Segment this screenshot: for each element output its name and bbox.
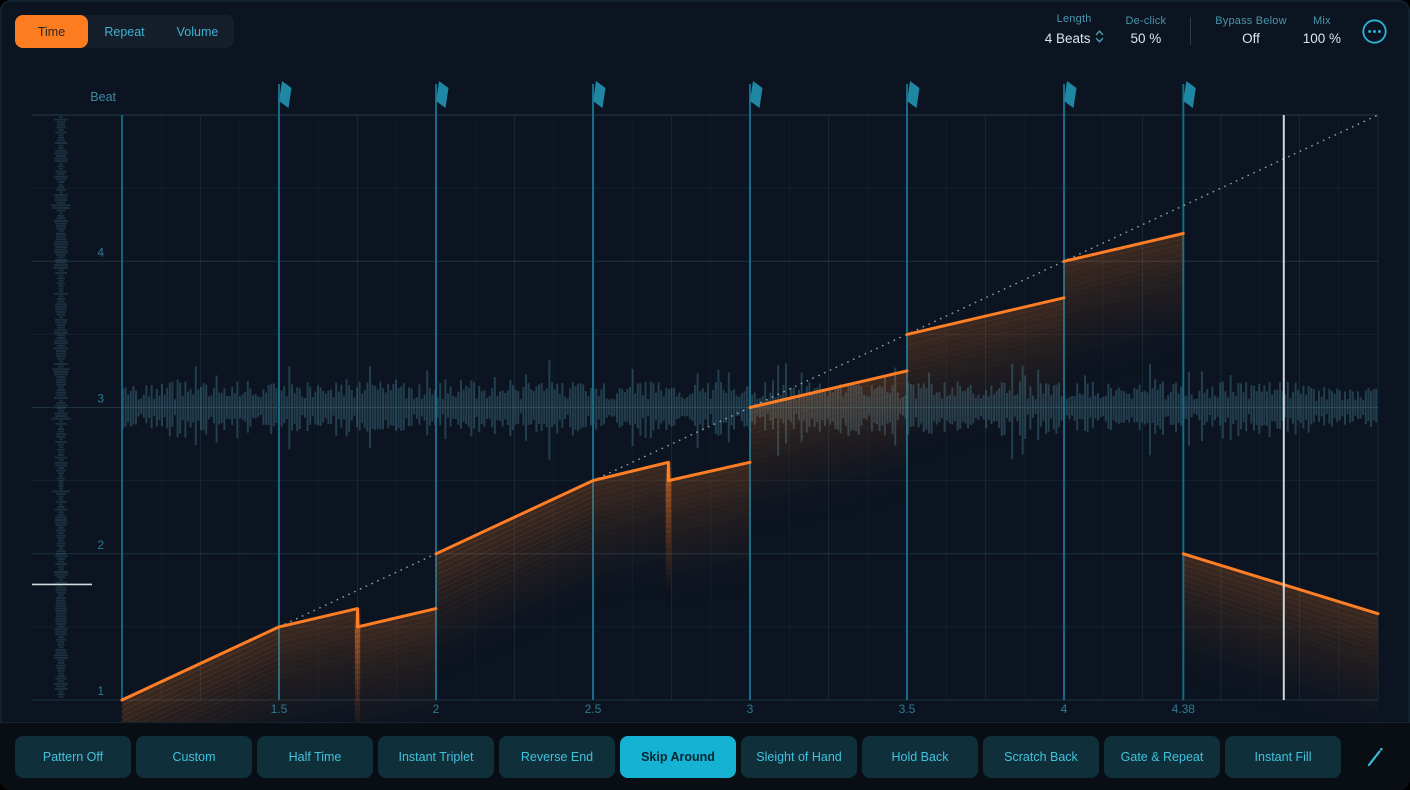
svg-text:4: 4 xyxy=(97,245,104,259)
pattern-button-pattern-off[interactable]: Pattern Off xyxy=(15,735,131,778)
declick-label: De-click xyxy=(1125,14,1167,27)
svg-text:1.5: 1.5 xyxy=(271,702,288,716)
pattern-button-scratch-back[interactable]: Scratch Back xyxy=(983,735,1099,778)
pattern-button-custom[interactable]: Custom xyxy=(136,735,252,778)
bypass-below-control: Bypass Below Off xyxy=(1215,15,1287,46)
pattern-button-hold-back[interactable]: Hold Back xyxy=(862,735,978,778)
pattern-bar: Pattern Off Custom Half Time Instant Triple… xyxy=(0,722,1410,790)
slice-flag[interactable] xyxy=(750,81,763,108)
slice-flag[interactable] xyxy=(907,81,920,108)
mix-value[interactable]: 100 % xyxy=(1302,30,1341,46)
pattern-button-gate-repeat[interactable]: Gate & Repeat xyxy=(1104,735,1220,778)
time-curve[interactable] xyxy=(120,232,1380,702)
svg-text:1: 1 xyxy=(97,684,104,698)
grid-lines xyxy=(32,114,1379,701)
time-curve-plot[interactable]: Beat 1 2 3 4 1.5 2 2.5 3 3.5 4 4.38 xyxy=(0,62,1410,722)
edit-pattern-button[interactable] xyxy=(1355,736,1395,778)
pattern-button-skip-around[interactable]: Skip Around xyxy=(620,735,736,778)
svg-text:2: 2 xyxy=(97,538,104,552)
pattern-button-sleight-of-hand[interactable]: Sleight of Hand xyxy=(741,735,857,778)
length-value[interactable]: 4 Beats xyxy=(1045,29,1104,47)
pattern-button-half-time[interactable]: Half Time xyxy=(257,735,373,778)
svg-text:Beat: Beat xyxy=(90,90,116,104)
header-divider xyxy=(1190,17,1192,45)
playhead xyxy=(32,115,1285,700)
declick-value[interactable]: 50 % xyxy=(1130,30,1162,46)
header: Time Repeat Volume Length 4 Beats De-cli… xyxy=(0,0,1410,62)
pencil-icon xyxy=(1362,747,1388,773)
bypass-below-value[interactable]: Off xyxy=(1242,30,1260,46)
slice-flag[interactable] xyxy=(436,81,449,108)
input-waveform-vertical xyxy=(51,116,71,698)
svg-text:3: 3 xyxy=(97,392,104,406)
tab-volume[interactable]: Volume xyxy=(161,15,234,48)
up-down-chevrons-icon[interactable] xyxy=(1095,29,1104,47)
mix-label: Mix xyxy=(1313,14,1331,27)
pattern-button-instant-fill[interactable]: Instant Fill xyxy=(1225,735,1341,778)
slice-flag[interactable] xyxy=(279,81,292,108)
axis-labels: Beat 1 2 3 4 1.5 2 2.5 3 3.5 4 4.38 xyxy=(90,90,1195,716)
svg-text:2: 2 xyxy=(433,702,440,716)
tab-time[interactable]: Time xyxy=(15,15,88,48)
length-label: Length xyxy=(1056,13,1092,25)
pattern-button-instant-triplet[interactable]: Instant Triplet xyxy=(378,735,494,778)
length-control: Length 4 Beats xyxy=(1045,13,1104,47)
svg-text:2.5: 2.5 xyxy=(585,702,602,716)
slice-flag[interactable] xyxy=(1183,81,1196,108)
declick-control: De-click 50 % xyxy=(1126,15,1167,46)
circle-ellipsis-icon xyxy=(1361,19,1388,48)
audio-waveform xyxy=(122,360,1378,460)
beat-marker-lines xyxy=(121,84,1185,700)
svg-text:4: 4 xyxy=(1061,702,1068,716)
slice-flag[interactable] xyxy=(593,81,606,108)
pattern-button-reverse-end[interactable]: Reverse End xyxy=(499,735,615,778)
slice-flag[interactable] xyxy=(1064,81,1077,108)
time-curve-fill xyxy=(120,233,1379,722)
bypass-below-label: Bypass Below xyxy=(1215,14,1287,27)
svg-text:4.38: 4.38 xyxy=(1172,702,1196,716)
mix-control: Mix 100 % xyxy=(1303,15,1341,46)
header-controls: Length 4 Beats De-click 50 % Bypass Belo… xyxy=(1045,13,1388,47)
view-tab-group: Time Repeat Volume xyxy=(15,15,234,48)
svg-text:3.5: 3.5 xyxy=(899,702,916,716)
more-options-button[interactable] xyxy=(1361,18,1388,45)
slice-flags[interactable] xyxy=(279,81,1196,108)
svg-text:3: 3 xyxy=(747,702,754,716)
tab-repeat[interactable]: Repeat xyxy=(88,15,161,48)
